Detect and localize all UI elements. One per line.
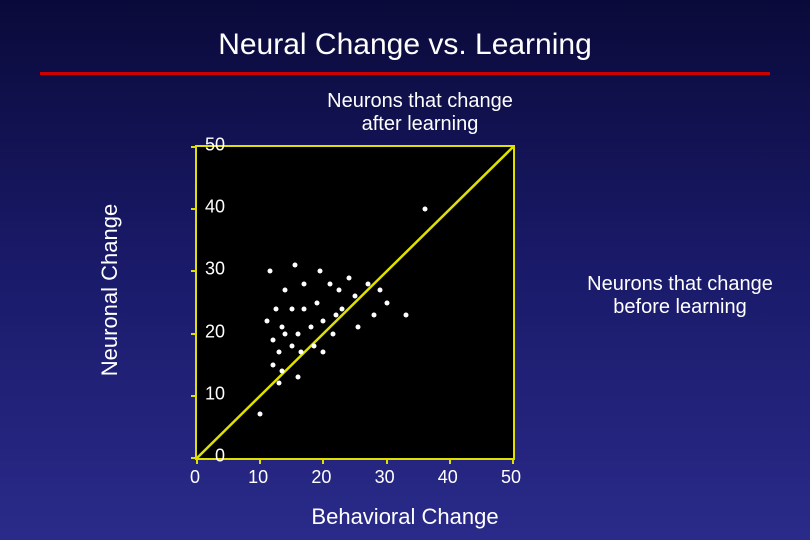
- scatter-point: [264, 319, 269, 324]
- y-tick-label: 20: [185, 321, 225, 342]
- scatter-point: [321, 319, 326, 324]
- title-rule: [40, 72, 770, 75]
- annotation-right: Neurons that changebefore learning: [570, 273, 790, 319]
- scatter-point: [356, 325, 361, 330]
- scatter-point: [277, 381, 282, 386]
- y-tick-label: 30: [185, 259, 225, 280]
- scatter-point: [337, 288, 342, 293]
- x-tick: [449, 458, 451, 464]
- plot-area: [195, 145, 515, 460]
- scatter-point: [353, 294, 358, 299]
- scatter-point: [280, 368, 285, 373]
- scatter-point: [308, 325, 313, 330]
- scatter-point: [270, 337, 275, 342]
- diagonal-line: [197, 147, 513, 458]
- scatter-point: [292, 263, 297, 268]
- scatter-point: [330, 331, 335, 336]
- y-tick-label: 40: [185, 197, 225, 218]
- scatter-point: [283, 331, 288, 336]
- slide-title: Neural Change vs. Learning: [0, 28, 810, 62]
- x-tick: [322, 458, 324, 464]
- scatter-point: [299, 350, 304, 355]
- scatter-point: [318, 269, 323, 274]
- x-tick: [512, 458, 514, 464]
- x-tick-label: 0: [175, 467, 215, 488]
- y-axis-label: Neuronal Change: [97, 204, 123, 376]
- x-tick-label: 10: [238, 467, 278, 488]
- x-tick-label: 50: [491, 467, 531, 488]
- scatter-point: [258, 412, 263, 417]
- scatter-point: [289, 344, 294, 349]
- scatter-point: [371, 312, 376, 317]
- y-tick-label: 0: [185, 446, 225, 467]
- scatter-point: [280, 325, 285, 330]
- scatter-point: [283, 288, 288, 293]
- scatter-point: [296, 331, 301, 336]
- scatter-point: [270, 362, 275, 367]
- x-tick: [386, 458, 388, 464]
- scatter-point: [277, 350, 282, 355]
- scatter-point: [296, 375, 301, 380]
- scatter-point: [311, 344, 316, 349]
- scatter-point: [340, 306, 345, 311]
- y-tick-label: 50: [185, 135, 225, 156]
- scatter-point: [302, 306, 307, 311]
- x-tick-label: 30: [365, 467, 405, 488]
- scatter-point: [384, 300, 389, 305]
- scatter-point: [321, 350, 326, 355]
- annotation-top: Neurons that changeafter learning: [295, 90, 545, 136]
- scatter-point: [327, 281, 332, 286]
- x-axis-label: Behavioral Change: [240, 504, 570, 530]
- scatter-point: [403, 312, 408, 317]
- chart-container: 01020304050 01020304050: [195, 145, 555, 460]
- scatter-point: [334, 312, 339, 317]
- slide: Neural Change vs. Learning Neurons that …: [0, 0, 810, 540]
- scatter-point: [274, 306, 279, 311]
- x-tick-label: 20: [301, 467, 341, 488]
- scatter-point: [365, 281, 370, 286]
- x-tick-label: 40: [428, 467, 468, 488]
- y-tick-label: 10: [185, 383, 225, 404]
- scatter-point: [346, 275, 351, 280]
- scatter-point: [267, 269, 272, 274]
- scatter-point: [302, 281, 307, 286]
- x-tick: [259, 458, 261, 464]
- scatter-point: [315, 300, 320, 305]
- scatter-point: [378, 288, 383, 293]
- scatter-point: [289, 306, 294, 311]
- scatter-point: [422, 207, 427, 212]
